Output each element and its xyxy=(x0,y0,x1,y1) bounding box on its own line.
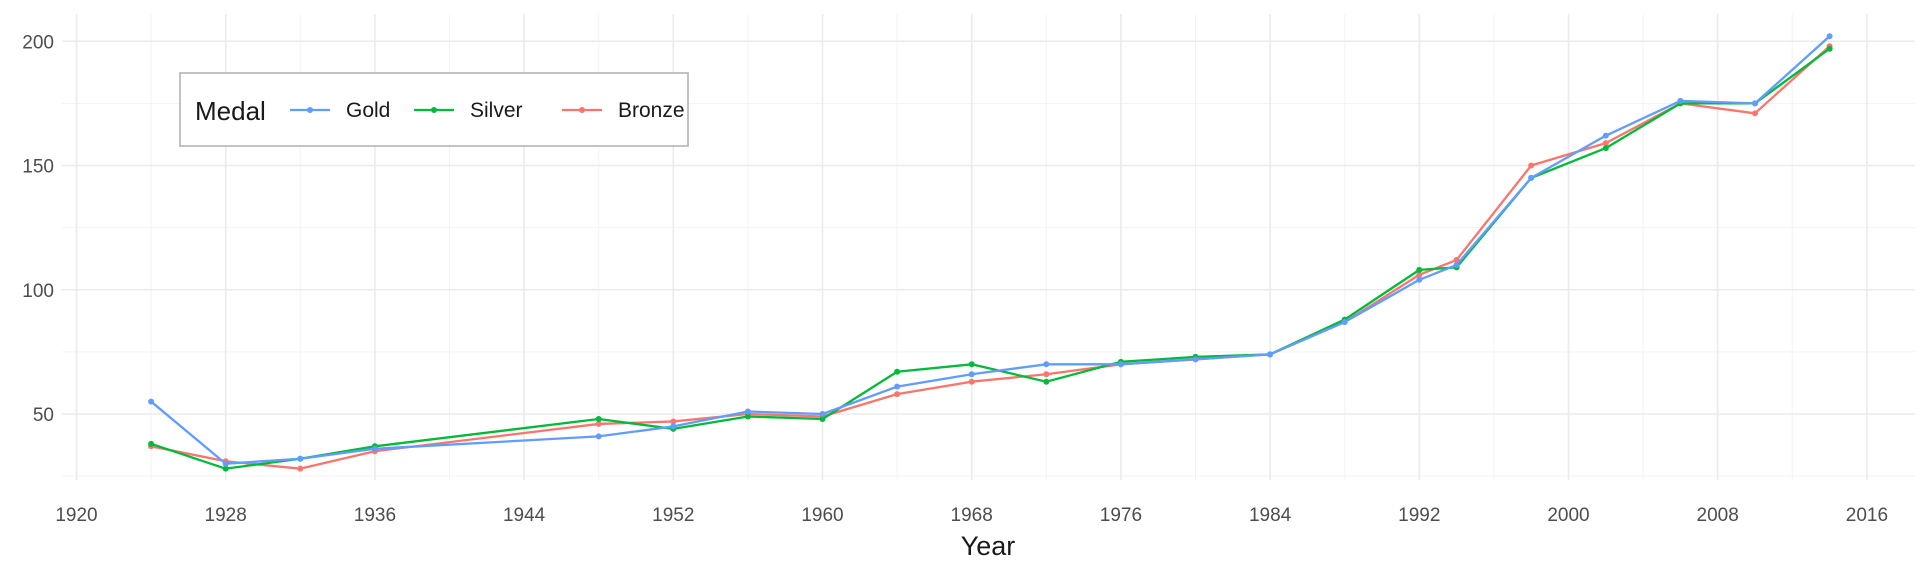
data-point-bronze xyxy=(1752,110,1758,117)
data-point-silver xyxy=(148,440,155,447)
data-point-bronze xyxy=(297,465,304,472)
grid xyxy=(62,14,1915,480)
data-point-silver xyxy=(744,413,751,420)
data-point-gold xyxy=(968,371,975,378)
data-point-gold xyxy=(1677,97,1684,104)
y-tick-label: 200 xyxy=(22,32,54,53)
legend-key-point xyxy=(579,107,585,113)
data-point-gold xyxy=(670,423,677,430)
data-point-silver xyxy=(1043,378,1050,385)
data-point-gold xyxy=(1416,276,1423,283)
data-point-bronze xyxy=(894,391,901,398)
data-point-gold xyxy=(1341,319,1348,326)
data-point-bronze xyxy=(670,418,677,425)
data-point-gold xyxy=(1453,261,1460,268)
legend-key-point xyxy=(431,107,437,113)
data-point-gold xyxy=(1117,361,1124,368)
y-tick-label: 150 xyxy=(22,157,54,178)
data-point-silver xyxy=(222,465,229,472)
legend-title: Medal xyxy=(195,96,266,126)
x-tick-label: 2000 xyxy=(1547,505,1589,526)
data-point-bronze xyxy=(968,378,975,385)
data-point-gold xyxy=(297,455,304,462)
data-point-silver xyxy=(819,415,826,422)
x-tick-label: 2008 xyxy=(1697,505,1739,526)
x-tick-label: 1952 xyxy=(652,505,694,526)
legend-entry-gold: Gold xyxy=(290,99,390,122)
x-tick-label: 1992 xyxy=(1398,505,1440,526)
data-point-gold xyxy=(595,433,602,440)
data-point-silver xyxy=(1826,45,1833,52)
series-line-gold xyxy=(150,35,1831,465)
x-tick-label: 2016 xyxy=(1846,505,1888,526)
data-point-bronze xyxy=(1416,271,1423,278)
x-tick-label: 1984 xyxy=(1249,505,1292,526)
legend-label: Gold xyxy=(346,99,390,122)
data-point-bronze xyxy=(1602,140,1609,147)
legend-entry-bronze: Bronze xyxy=(562,99,685,122)
x-tick-label: 1928 xyxy=(205,505,247,526)
data-point-gold xyxy=(1528,174,1535,181)
legend-key-point xyxy=(307,107,313,113)
legend-label: Bronze xyxy=(618,99,685,122)
y-tick-label: 100 xyxy=(22,281,54,302)
data-point-gold xyxy=(819,411,826,417)
data-point-bronze xyxy=(595,420,602,427)
data-point-silver xyxy=(968,361,975,368)
y-tick-label: 50 xyxy=(33,405,54,426)
series-line-bronze xyxy=(150,45,1831,470)
data-point-gold xyxy=(1267,351,1274,358)
tick-labels: 1920 1928 1936 1944 1952 1960 1968 1976 1984 1992… xyxy=(22,32,1888,526)
data-point-gold xyxy=(894,383,901,390)
data-point-bronze xyxy=(1043,371,1050,378)
x-tick-label: 1968 xyxy=(951,505,993,526)
data-point-gold xyxy=(222,460,229,467)
x-axis-title: Year xyxy=(961,531,1016,561)
legend-entries: Gold Silver Bronze xyxy=(290,99,685,122)
data-point-silver xyxy=(1602,145,1609,152)
series-layer xyxy=(148,33,1833,472)
x-tick-label: 1976 xyxy=(1100,505,1142,526)
legend-entry-silver: Silver xyxy=(414,99,523,122)
data-point-gold xyxy=(744,408,751,415)
series-gold xyxy=(148,33,1833,467)
data-point-bronze xyxy=(1528,162,1535,169)
data-point-silver xyxy=(894,368,901,375)
x-tick-label: 1920 xyxy=(55,505,97,526)
x-tick-label: 1960 xyxy=(801,505,843,526)
data-point-gold xyxy=(1602,132,1609,139)
data-point-gold xyxy=(1043,361,1050,368)
data-point-silver xyxy=(595,415,602,422)
data-point-gold xyxy=(1826,33,1833,40)
x-tick-label: 1944 xyxy=(503,505,546,526)
series-line-silver xyxy=(150,47,1831,470)
x-tick-label: 1936 xyxy=(354,505,396,526)
legend: Medal Gold Silver Bronze xyxy=(179,72,689,147)
data-point-gold xyxy=(1192,356,1199,363)
data-point-gold xyxy=(148,398,155,405)
data-point-gold xyxy=(1752,100,1758,107)
data-point-silver xyxy=(1416,266,1423,273)
data-point-gold xyxy=(371,445,378,452)
legend-label: Silver xyxy=(470,99,523,122)
